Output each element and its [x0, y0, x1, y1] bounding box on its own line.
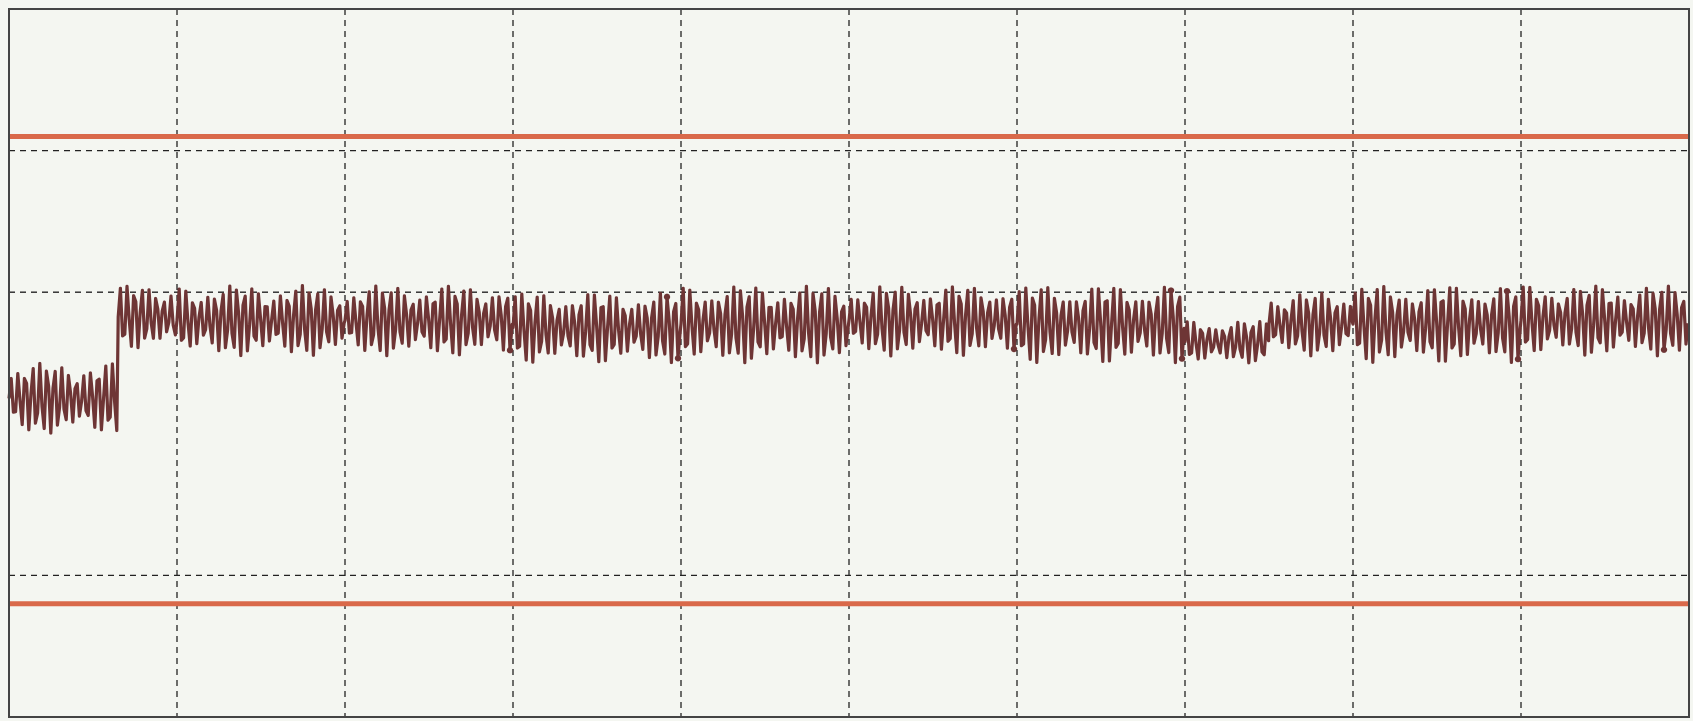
data-point	[1503, 287, 1511, 295]
reference-lines	[9, 133, 1689, 607]
series-trace	[7, 284, 1690, 435]
data-point	[1178, 355, 1186, 362]
data-point	[674, 355, 682, 362]
grid-lines	[9, 9, 1689, 717]
data-point	[1660, 346, 1668, 353]
data-point	[1167, 287, 1175, 294]
data-point	[506, 347, 514, 354]
series-line	[7, 284, 1690, 435]
data-point	[1514, 355, 1522, 363]
plot-frame	[8, 8, 1690, 718]
waveform-series	[7, 284, 1690, 435]
data-point	[1010, 345, 1018, 353]
data-point	[663, 293, 671, 301]
